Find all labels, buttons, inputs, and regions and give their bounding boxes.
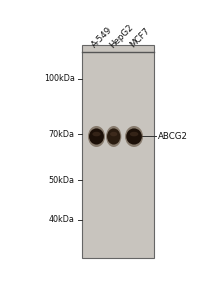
Text: MCF7: MCF7 [128,26,151,50]
Bar [82,45,154,258]
Ellipse shape [125,126,143,147]
Text: 40kDa: 40kDa [49,215,75,224]
Text: 70kDa: 70kDa [48,130,75,139]
Ellipse shape [110,132,117,136]
Text: ABCG2: ABCG2 [158,132,187,141]
Ellipse shape [107,128,120,145]
Text: A-549: A-549 [90,26,114,50]
Ellipse shape [92,132,101,136]
Ellipse shape [126,128,142,145]
Ellipse shape [106,126,121,147]
Ellipse shape [89,128,104,145]
Text: HepG2: HepG2 [107,22,135,50]
Ellipse shape [88,126,105,147]
Text: 50kDa: 50kDa [48,176,75,185]
Ellipse shape [130,132,138,136]
Text: 100kDa: 100kDa [44,74,75,83]
